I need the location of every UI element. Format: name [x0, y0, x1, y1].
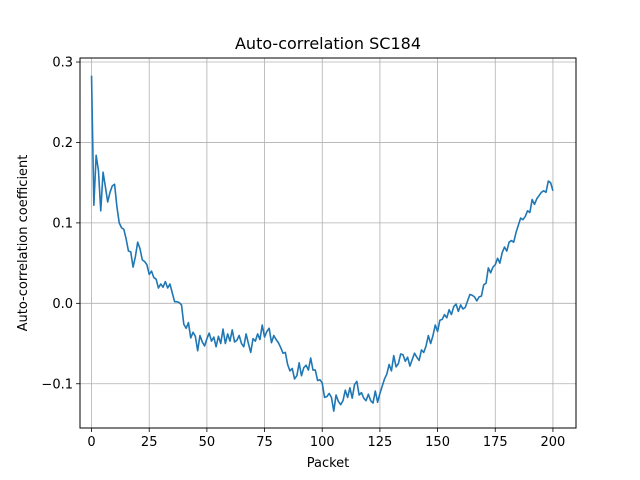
x-tick-label: 175: [483, 435, 508, 450]
x-tick-label: 150: [425, 435, 450, 450]
series-line: [90, 75, 554, 412]
x-tick-label: 0: [87, 435, 95, 450]
grid-lines: [80, 58, 576, 428]
y-tick-label: 0.3: [52, 56, 73, 71]
x-tick-label: 50: [199, 435, 216, 450]
x-tick-label: 100: [310, 435, 335, 450]
y-tick-label: 0.0: [52, 297, 73, 312]
data-series: [90, 75, 554, 412]
y-axis-ticks: −0.1 0.0 0.1 0.2 0.3: [41, 56, 80, 392]
x-tick-label: 125: [367, 435, 392, 450]
x-axis-ticks: 0 25 50 75 100 125 150 175 200: [87, 428, 565, 450]
y-axis-label: Auto-correlation coefficient: [16, 155, 31, 332]
x-tick-label: 25: [141, 435, 158, 450]
plot-frame: [79, 57, 577, 429]
x-tick-label: 200: [541, 435, 566, 450]
y-tick-label: 0.1: [52, 216, 73, 231]
x-tick-label: 75: [256, 435, 273, 450]
chart-title: Auto-correlation SC184: [235, 34, 421, 53]
y-tick-label: −0.1: [41, 377, 73, 392]
x-axis-label: Packet: [307, 456, 350, 471]
y-tick-label: 0.2: [52, 136, 73, 151]
